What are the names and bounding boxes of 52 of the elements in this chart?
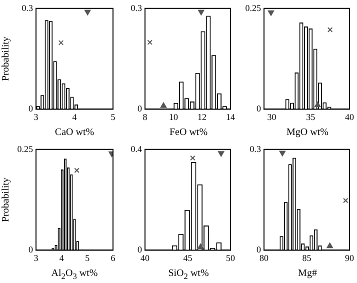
y-tick-label: 0 [256, 244, 262, 255]
x-tick-label: 6 [110, 252, 116, 263]
point [147, 40, 152, 45]
y-tick-label: 0.3 [22, 2, 34, 13]
x-tick-label: 90 [345, 252, 354, 263]
y-tick-label: 0 [138, 244, 142, 255]
y-tick-label: 0.3 [250, 144, 262, 154]
x-tick-label: 3 [34, 252, 39, 263]
x-tick-label: 85 [302, 252, 312, 263]
point [327, 27, 333, 32]
y-tick-label: 0 [28, 244, 34, 255]
point [198, 10, 204, 16]
y-tick-label: 0.4 [130, 144, 142, 154]
x-tick-label: 12 [198, 112, 206, 122]
x-tick-label: 10 [169, 112, 178, 122]
point [343, 198, 348, 204]
point [279, 150, 286, 156]
point [190, 155, 196, 161]
x-tick-label: 45 [183, 252, 193, 263]
x-tick-label: 14 [226, 112, 236, 122]
x-tick-label: 4 [59, 252, 64, 263]
x-axis-title: Mg# [297, 267, 318, 280]
x-tick-label: 5 [85, 252, 90, 263]
y-tick-label: 0.25 [17, 144, 34, 154]
y-tick-label: 0 [256, 104, 262, 114]
x-tick-label: 40 [345, 112, 354, 122]
x-tick-label: 80 [260, 252, 269, 263]
x-axis-title: SiO$_{2}$ wt% [167, 267, 210, 283]
x-tick-label: 50 [226, 252, 236, 263]
x-tick-label: 5 [110, 112, 116, 122]
x-axis-title: FeO wt% [168, 126, 209, 139]
x-axis-title: Al$_{2}$O$_{3}$ wt% [50, 267, 99, 283]
point [326, 242, 333, 248]
x-axis-title: MgO wt% [286, 126, 330, 139]
y-axis-title: Probability [0, 178, 12, 222]
y-tick-label: 0.25 [245, 2, 262, 13]
x-tick-label: 40 [140, 252, 150, 263]
x-axis-title: CaO wt% [54, 126, 96, 139]
point [314, 102, 321, 108]
y-tick-label: 0.3 [130, 2, 142, 13]
y-tick-label: 0 [138, 104, 142, 114]
y-axis-title: Probability [0, 36, 12, 82]
point [218, 151, 224, 157]
x-tick-label: 8 [142, 112, 148, 122]
x-tick-label: 4 [72, 112, 78, 122]
point [268, 10, 274, 16]
x-tick-label: 3 [34, 112, 39, 122]
y-tick-label: 0 [28, 104, 34, 114]
x-tick-label: 35 [306, 112, 316, 122]
point [197, 244, 204, 250]
x-tick-label: 30 [267, 112, 277, 122]
point [160, 102, 167, 108]
